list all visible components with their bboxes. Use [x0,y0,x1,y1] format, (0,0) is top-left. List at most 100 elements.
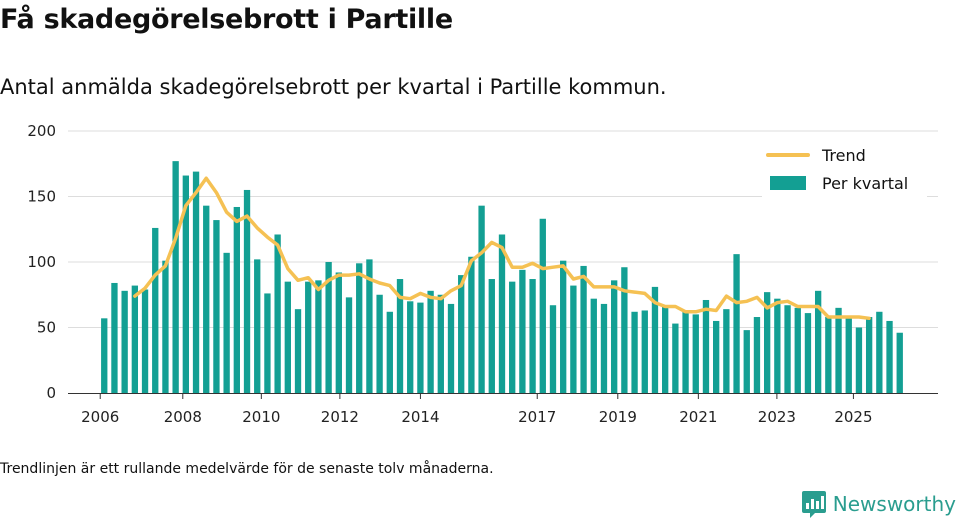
bar [662,306,669,393]
bar [876,311,883,393]
bar [814,290,822,393]
brand-name: Newsworthy [832,492,956,516]
bar [417,302,424,393]
bar [111,282,118,393]
bar [213,220,220,393]
bar [733,254,740,393]
bar [447,303,455,393]
bar [141,289,149,393]
bar [825,317,832,393]
bar [427,290,434,393]
bar [478,205,485,393]
bar [274,234,281,393]
bar [254,259,261,393]
bar [162,260,169,393]
bar [560,260,567,393]
bar [580,265,587,393]
bar [468,256,475,393]
bar [264,293,271,393]
bar [651,286,659,393]
legend-bar-swatch [770,176,806,190]
bar [519,269,526,393]
bar [366,259,373,393]
chart-subtitle: Antal anmälda skadegörelsebrott per kvar… [0,75,667,99]
bar [182,175,189,393]
bar [509,281,516,393]
bar [743,330,750,393]
bar [723,309,730,393]
x-tick-label: 2023 [758,408,796,426]
bar [325,262,332,393]
bar [121,290,128,393]
bar [570,285,577,393]
x-tick-label: 2017 [518,408,556,426]
bar [172,161,179,393]
bar [315,280,322,393]
newsworthy-logo-icon [801,491,826,518]
axis-layer: 0 50 100 150 200 2006 2008 2010 2012 2014 2017 2019… [27,122,938,426]
bar [692,314,699,393]
y-tick-label: 0 [46,384,56,402]
bar [203,205,210,393]
bar [529,279,536,393]
brand-logo[interactable]: Newsworthy [801,489,956,519]
bar [437,294,444,393]
bar [600,303,608,393]
bars-layer [101,161,903,393]
y-tick-label: 100 [27,253,56,271]
x-tick-label: 2021 [679,408,717,426]
bar [345,297,353,393]
bar [682,311,689,393]
bar [804,313,812,393]
bar [376,294,383,393]
bar [672,323,679,393]
bar [794,307,801,393]
bar [488,279,495,393]
bar [498,234,506,393]
bar [549,305,557,393]
bar [763,292,771,393]
bar [855,327,863,393]
bar [192,171,200,393]
chart-title: Få skadegörelsebrott i Partille [0,4,453,35]
bar [590,298,597,393]
y-tick-label: 200 [27,122,56,140]
x-tick-label: 2025 [834,408,872,426]
bar [101,318,108,393]
bar [539,218,546,393]
bar [713,320,720,393]
bar [896,332,903,393]
x-tick-label: 2014 [401,408,439,426]
bar [386,311,393,393]
chart: 0 50 100 150 200 2006 2008 2010 2012 2014 2017 2019… [27,122,938,426]
trend-layer [133,176,871,321]
bar [784,305,791,393]
bar [356,263,363,393]
bar [335,272,342,393]
bar [886,320,893,393]
bar [865,317,873,393]
bar [641,310,648,393]
y-tick-label: 150 [27,188,56,206]
bar [284,281,291,393]
x-tick-label: 2008 [164,408,202,426]
legend: Trend Per kvartal [762,138,927,200]
x-tick-label: 2006 [81,408,119,426]
bar [621,267,628,393]
bar [152,227,159,393]
bar [131,285,139,393]
bar [294,309,302,393]
footnote: Trendlinjen är ett rullande medelvärde f… [0,461,494,477]
bar [407,301,414,393]
y-tick-label: 50 [37,319,56,337]
x-tick-label: 2012 [321,408,359,426]
bar [753,317,761,393]
legend-bars-label: Per kvartal [822,174,908,193]
x-tick-label: 2010 [242,408,280,426]
x-tick-label: 2019 [599,408,637,426]
bar [631,311,638,393]
trend-line [133,176,871,321]
bar [835,307,842,393]
legend-trend-label: Trend [821,146,866,165]
bar [305,281,312,393]
